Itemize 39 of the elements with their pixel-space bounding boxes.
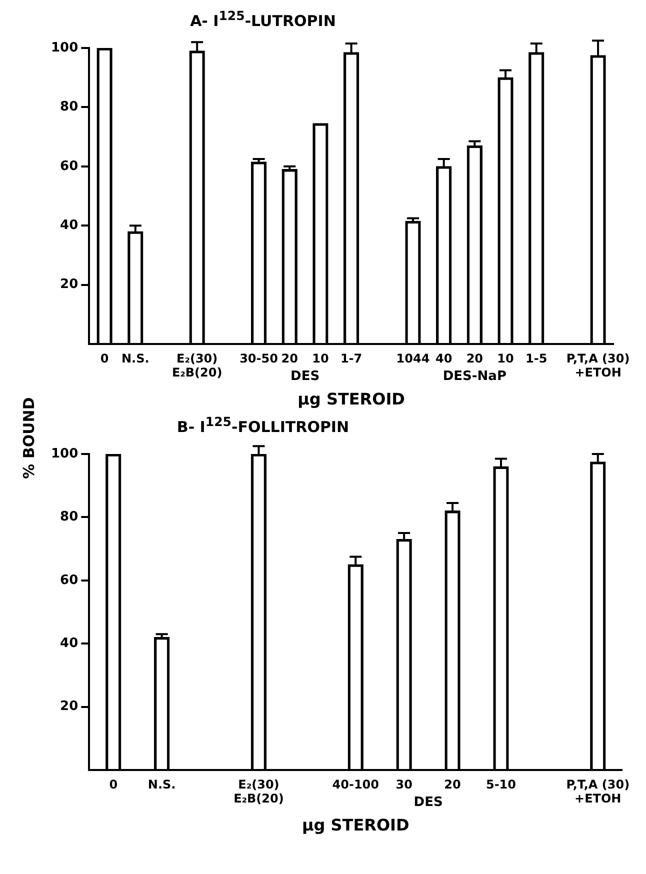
x-tick-label: E₂(30) E₂B(20): [234, 777, 284, 806]
text: DES-NaP: [442, 368, 506, 384]
x-tick-label: 1044: [396, 351, 430, 366]
x-tick-label: 0: [100, 351, 109, 366]
x-tick-label: 40: [435, 351, 452, 366]
chart-title: B- I$^{125}$-FOLLITROPIN: [176, 414, 350, 436]
x-axis-title: µg STEROID: [302, 816, 410, 835]
x-tick-label: P,T,A (30) +ETOH: [566, 777, 630, 806]
x-tick-label: 1-7: [340, 351, 362, 366]
x-tick-label: 1-5: [526, 351, 548, 366]
chart-title: A- I$^{125}$-LUTROPIN: [189, 8, 337, 32]
y-tick-label: 60: [60, 158, 78, 174]
x-tick-label: 40-100: [332, 777, 379, 792]
y-tick-label: 20: [60, 277, 78, 292]
text: DES: [290, 368, 320, 384]
x-tick-label: 10: [497, 351, 514, 366]
x-tick-label: 20: [466, 351, 484, 366]
y-tick-label: 100: [50, 40, 78, 56]
x-tick-label: 5-10: [486, 777, 516, 792]
y-tick-label: 60: [60, 572, 78, 588]
x-tick-label: 20: [281, 351, 298, 366]
y-tick-label: 40: [60, 636, 78, 651]
x-tick-label: 20: [444, 777, 461, 792]
y-axis-title: % BOUND: [20, 396, 39, 481]
x-tick-label: N.S.: [121, 351, 150, 366]
y-tick-label: 80: [60, 510, 78, 525]
y-tick-label: 100: [50, 446, 78, 462]
x-tick-label: P,T,A (30) +ETOH: [566, 351, 630, 380]
x-tick-label: 30: [396, 777, 412, 792]
x-tick-label: 0: [109, 777, 118, 792]
y-tick-label: 20: [60, 699, 78, 714]
x-axis-title: µg STEROID: [298, 390, 405, 409]
x-tick-label: N.S.: [148, 777, 176, 792]
text: DES: [414, 794, 443, 810]
x-tick-label: 30-50: [240, 351, 278, 366]
y-tick-label: 40: [60, 218, 78, 233]
x-tick-label: E₂(30) E₂B(20): [172, 351, 222, 380]
y-tick-label: 80: [60, 100, 78, 115]
x-tick-label: 10: [312, 351, 329, 366]
